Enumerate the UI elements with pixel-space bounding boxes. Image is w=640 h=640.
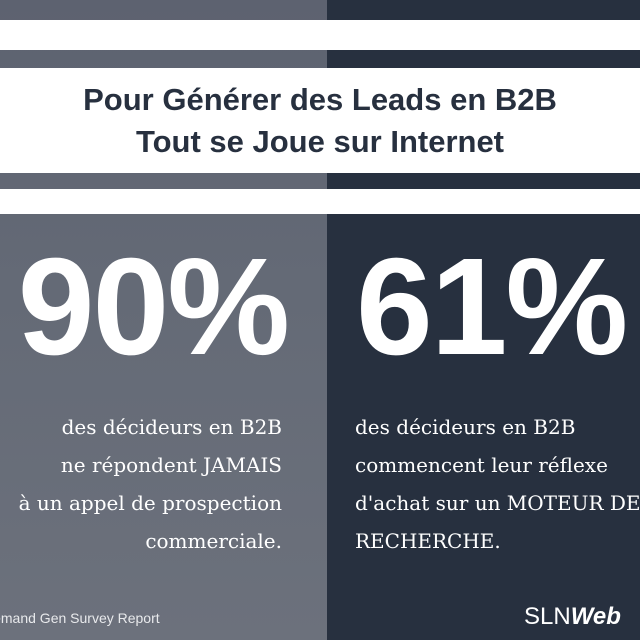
brand-logo-bold: Web bbox=[570, 603, 621, 630]
brand-logo-light: SLN bbox=[524, 603, 571, 630]
source-credit: Demand Gen Survey Report bbox=[0, 610, 160, 626]
stat-value-left: 90% bbox=[17, 230, 290, 384]
stat-description-line: ne répondent JAMAIS bbox=[60, 453, 282, 477]
stat-description-line: d'achat sur un MOTEUR DE bbox=[355, 491, 640, 515]
stat-description-line: des décideurs en B2B bbox=[355, 415, 576, 439]
brand-logo: SLNWeb bbox=[524, 601, 621, 633]
stat-description-line: à un appel de prospection bbox=[18, 491, 282, 515]
stat-description-line: commencent leur réflexe bbox=[355, 453, 608, 477]
top-white-stripe bbox=[0, 20, 640, 50]
stat-description-line: commerciale. bbox=[145, 529, 282, 553]
title-line-2: Tout se Joue sur Internet bbox=[135, 123, 505, 159]
stat-description-right: des décideurs en B2B commencent leur réf… bbox=[355, 408, 640, 560]
stat-description-line: des décideurs en B2B bbox=[61, 415, 282, 439]
bottom-white-stripe bbox=[0, 189, 640, 214]
stat-value-right: 61% bbox=[356, 230, 628, 384]
title-banner: Pour Générer des Leads en B2B Tout se Jo… bbox=[0, 68, 640, 173]
stat-description-left: des décideurs en B2B ne répondent JAMAIS… bbox=[19, 408, 282, 560]
stat-description-line: RECHERCHE. bbox=[355, 529, 501, 553]
title-line-1: Pour Générer des Leads en B2B bbox=[83, 81, 557, 117]
